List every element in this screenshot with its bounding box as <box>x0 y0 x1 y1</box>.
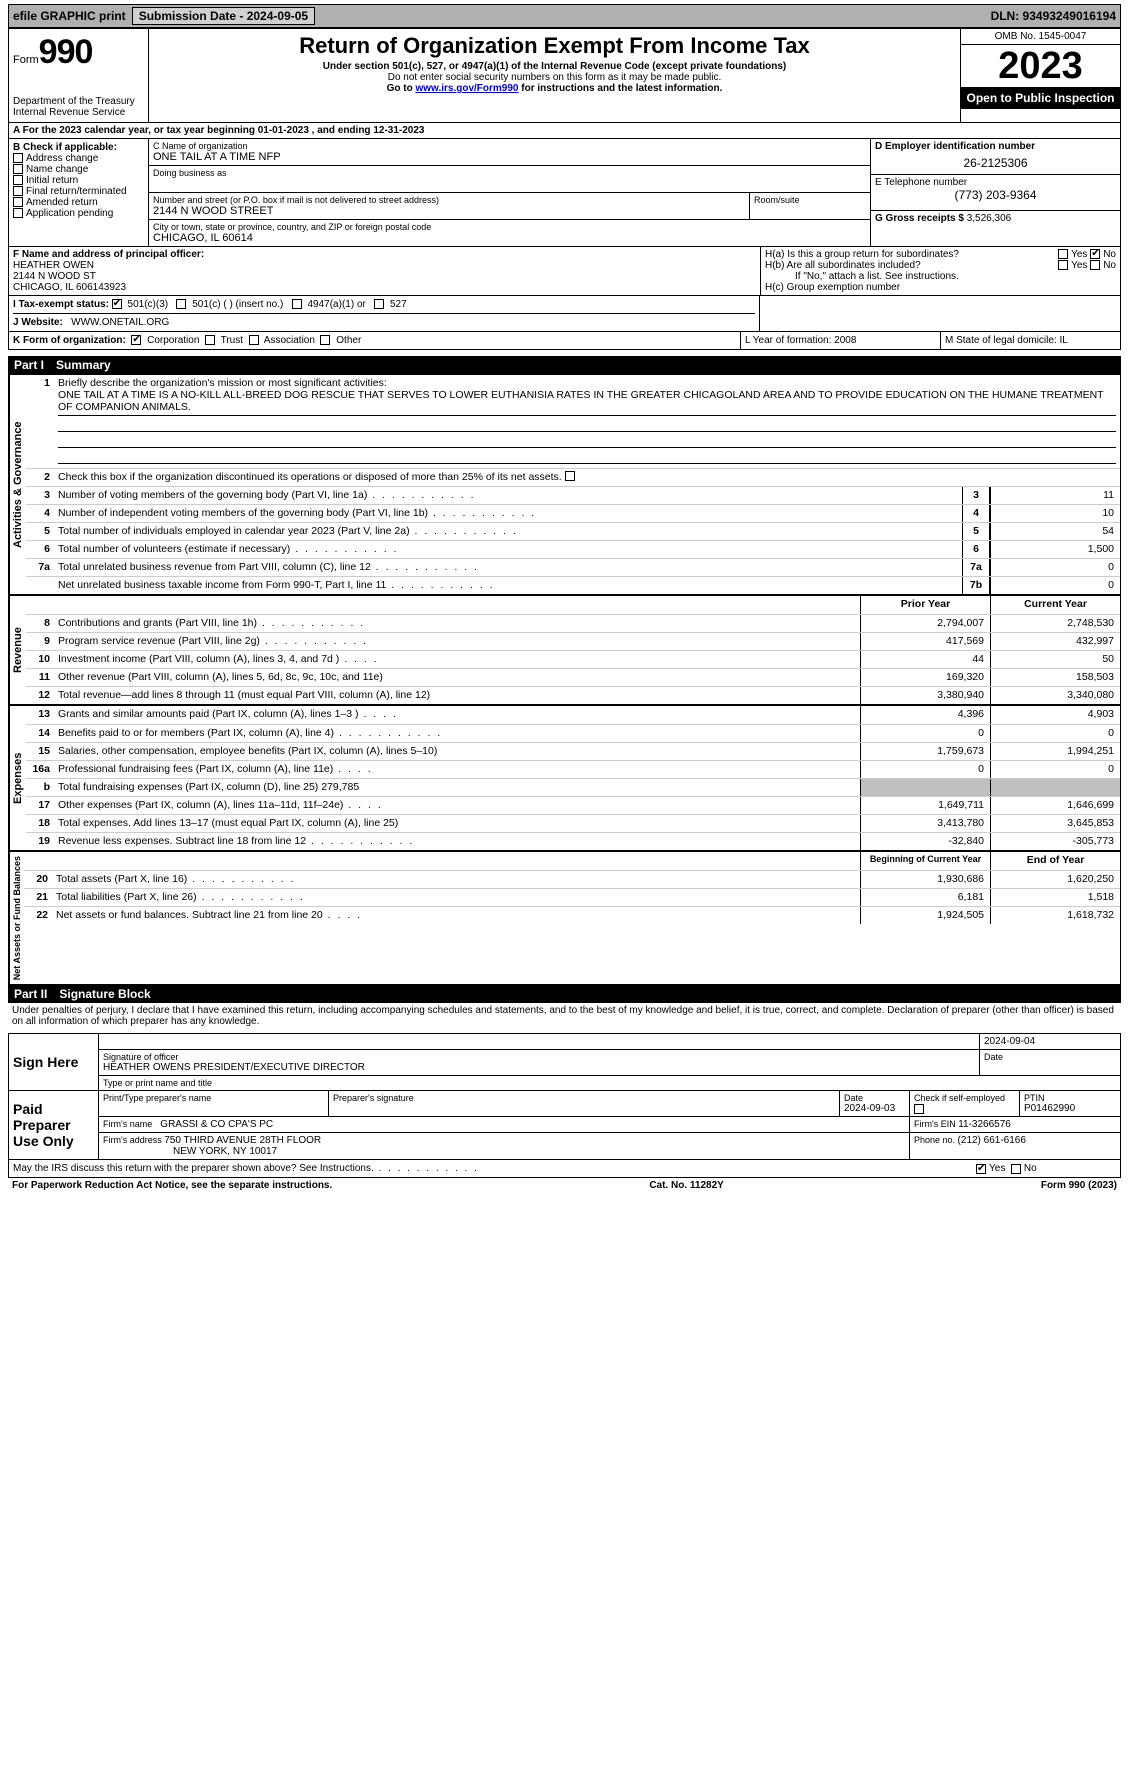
paid-preparer-label: Paid Preparer Use Only <box>9 1091 99 1159</box>
checkbox-ha-yes[interactable] <box>1058 249 1068 259</box>
gross-receipts: 3,526,306 <box>967 213 1012 224</box>
form-label: Form <box>13 54 39 66</box>
firm-name: GRASSI & CO CPA'S PC <box>160 1119 273 1130</box>
checkbox-ha-no[interactable] <box>1090 249 1100 259</box>
checkbox-corp[interactable] <box>131 335 141 345</box>
checkbox-527[interactable] <box>374 299 384 309</box>
ein: 26-2125306 <box>875 156 1116 170</box>
irs-link[interactable]: www.irs.gov/Form990 <box>415 83 518 94</box>
checkbox-application-pending[interactable] <box>13 208 23 218</box>
checkbox-final-return[interactable] <box>13 186 23 196</box>
val-l3: 11 <box>990 487 1120 504</box>
perjury-declaration: Under penalties of perjury, I declare th… <box>8 1003 1121 1029</box>
col-b-checkboxes: B Check if applicable: Address change Na… <box>9 139 149 246</box>
firm-addr2: NEW YORK, NY 10017 <box>103 1146 277 1157</box>
val-l5: 54 <box>990 523 1120 540</box>
val-l7a: 0 <box>990 559 1120 576</box>
phone: (773) 203-9364 <box>875 188 1116 202</box>
footer-right: Form 990 (2023) <box>1041 1180 1117 1191</box>
checkbox-501c3[interactable] <box>112 299 122 309</box>
checkbox-amended-return[interactable] <box>13 197 23 207</box>
part-ii-header: Part II Signature Block <box>8 985 1121 1003</box>
preparer-date: 2024-09-03 <box>844 1103 905 1114</box>
checkbox-l2[interactable] <box>565 471 575 481</box>
section-activities-governance: Activities & Governance <box>9 375 26 594</box>
section-revenue: Revenue <box>9 596 26 704</box>
val-l4: 10 <box>990 505 1120 522</box>
omb-number: OMB No. 1545-0047 <box>961 29 1120 45</box>
checkbox-trust[interactable] <box>205 335 215 345</box>
year-formation: L Year of formation: 2008 <box>740 332 940 349</box>
checkbox-discuss-yes[interactable] <box>976 1164 986 1174</box>
checkbox-name-change[interactable] <box>13 164 23 174</box>
checkbox-hb-yes[interactable] <box>1058 260 1068 270</box>
section-expenses: Expenses <box>9 706 26 850</box>
val-l6: 1,500 <box>990 541 1120 558</box>
tax-year: 2023 <box>961 45 1120 87</box>
form-number: 990 <box>39 33 93 71</box>
checkbox-hb-no[interactable] <box>1090 260 1100 270</box>
firm-addr1: 750 THIRD AVENUE 28TH FLOOR <box>164 1135 321 1146</box>
checkbox-self-employed[interactable] <box>914 1104 924 1114</box>
form-subtitle1: Under section 501(c), 527, or 4947(a)(1)… <box>155 61 954 72</box>
footer-cat: Cat. No. 11282Y <box>649 1180 723 1191</box>
col-de-ids: D Employer identification number 26-2125… <box>870 139 1120 246</box>
top-bar: efile GRAPHIC print Submission Date - 20… <box>8 4 1121 28</box>
discuss-with-preparer: May the IRS discuss this return with the… <box>13 1163 976 1174</box>
checkbox-discuss-no[interactable] <box>1011 1164 1021 1174</box>
hdr-beginning-year: Beginning of Current Year <box>860 852 990 870</box>
hdr-current-year: Current Year <box>990 596 1120 614</box>
form-title: Return of Organization Exempt From Incom… <box>155 33 954 59</box>
checkbox-other[interactable] <box>320 335 330 345</box>
org-name: ONE TAIL AT A TIME NFP <box>153 151 866 163</box>
checkbox-4947[interactable] <box>292 299 302 309</box>
part-i-header: Part I Summary <box>8 356 1121 374</box>
form-header: Form990 Department of the Treasury Inter… <box>8 28 1121 123</box>
firm-ein: 11-3266576 <box>958 1119 1011 1130</box>
ptin: P01462990 <box>1024 1103 1116 1114</box>
submission-date-button[interactable]: Submission Date - 2024-09-05 <box>132 7 315 25</box>
checkbox-501c[interactable] <box>176 299 186 309</box>
checkbox-initial-return[interactable] <box>13 175 23 185</box>
row-a-tax-year: A For the 2023 calendar year, or tax yea… <box>8 123 1121 139</box>
form-instructions-link-row: Go to www.irs.gov/Form990 for instructio… <box>155 83 954 94</box>
col-c-org-info: C Name of organization ONE TAIL AT A TIM… <box>149 139 870 246</box>
form-subtitle2: Do not enter social security numbers on … <box>155 72 954 83</box>
mission-text: ONE TAIL AT A TIME IS A NO-KILL ALL-BREE… <box>58 389 1116 416</box>
footer-left: For Paperwork Reduction Act Notice, see … <box>12 1180 332 1191</box>
open-to-public: Open to Public Inspection <box>961 87 1120 109</box>
dept-treasury: Department of the Treasury Internal Reve… <box>13 96 144 118</box>
col-h-group: H(a) Is this a group return for subordin… <box>760 247 1120 295</box>
org-city: CHICAGO, IL 60614 <box>153 232 866 244</box>
firm-phone: (212) 661-6166 <box>958 1135 1026 1146</box>
state-domicile: M State of legal domicile: IL <box>940 332 1120 349</box>
sign-here-label: Sign Here <box>9 1034 99 1090</box>
hdr-prior-year: Prior Year <box>860 596 990 614</box>
officer-signature: HEATHER OWENS PRESIDENT/EXECUTIVE DIRECT… <box>103 1062 975 1073</box>
sig-date-1: 2024-09-04 <box>980 1034 1120 1049</box>
dln-label: DLN: 93493249016194 <box>991 9 1116 23</box>
col-f-officer: F Name and address of principal officer:… <box>9 247 760 295</box>
checkbox-address-change[interactable] <box>13 153 23 163</box>
checkbox-assoc[interactable] <box>249 335 259 345</box>
section-net-assets: Net Assets or Fund Balances <box>9 852 24 984</box>
val-l7b: 0 <box>990 577 1120 594</box>
website: WWW.ONETAIL.ORG <box>71 317 169 328</box>
efile-label: efile GRAPHIC print <box>13 9 126 23</box>
org-street: 2144 N WOOD STREET <box>153 205 745 217</box>
hdr-end-year: End of Year <box>990 852 1120 870</box>
